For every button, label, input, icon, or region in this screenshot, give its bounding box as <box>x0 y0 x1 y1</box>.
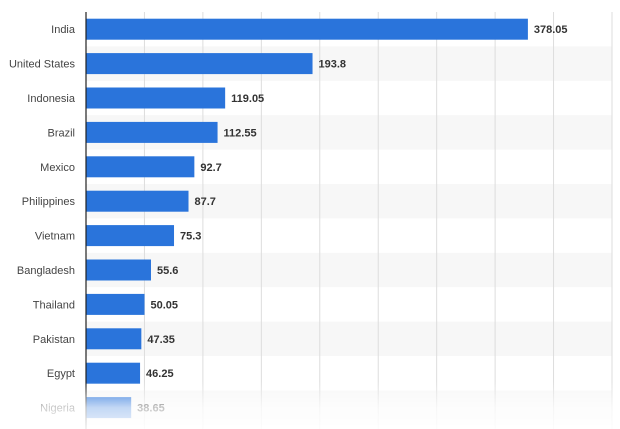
category-label: United States <box>9 59 76 71</box>
category-label: Nigeria <box>40 403 76 415</box>
bar-india <box>86 18 528 40</box>
bar-bangladesh <box>86 259 151 281</box>
value-label: 50.05 <box>151 299 179 311</box>
category-label: Thailand <box>33 299 75 311</box>
value-label: 38.65 <box>137 403 165 415</box>
value-label: 55.6 <box>157 265 178 277</box>
value-label: 75.3 <box>180 231 201 243</box>
value-label: 378.05 <box>534 24 568 36</box>
bar-pakistan <box>86 328 142 350</box>
bar-thailand <box>86 293 145 315</box>
row-band <box>86 252 612 288</box>
bar-united-states <box>86 53 313 75</box>
category-label: Philippines <box>22 196 76 208</box>
category-label: Mexico <box>40 162 75 174</box>
value-label: 92.7 <box>200 162 221 174</box>
row-band <box>86 390 612 425</box>
category-label: Indonesia <box>27 93 76 105</box>
category-label: Pakistan <box>33 334 75 346</box>
value-label: 47.35 <box>147 334 175 346</box>
category-label: Bangladesh <box>17 265 75 277</box>
category-label: Egypt <box>47 368 75 380</box>
row-band <box>86 321 612 356</box>
category-label: Vietnam <box>35 231 75 243</box>
value-label: 193.8 <box>319 59 347 71</box>
category-label: Brazil <box>47 127 75 139</box>
value-label: 87.7 <box>195 196 216 208</box>
bar-egypt <box>86 362 141 384</box>
bar-mexico <box>86 156 195 178</box>
bar-vietnam <box>86 225 175 247</box>
value-label: 112.55 <box>224 127 257 139</box>
value-label: 119.05 <box>231 93 264 105</box>
bar-nigeria <box>86 397 132 419</box>
value-label: 46.25 <box>146 368 174 380</box>
bar-indonesia <box>86 87 226 109</box>
bar-brazil <box>86 121 218 143</box>
bar-philippines <box>86 190 189 212</box>
category-label: India <box>51 24 76 36</box>
